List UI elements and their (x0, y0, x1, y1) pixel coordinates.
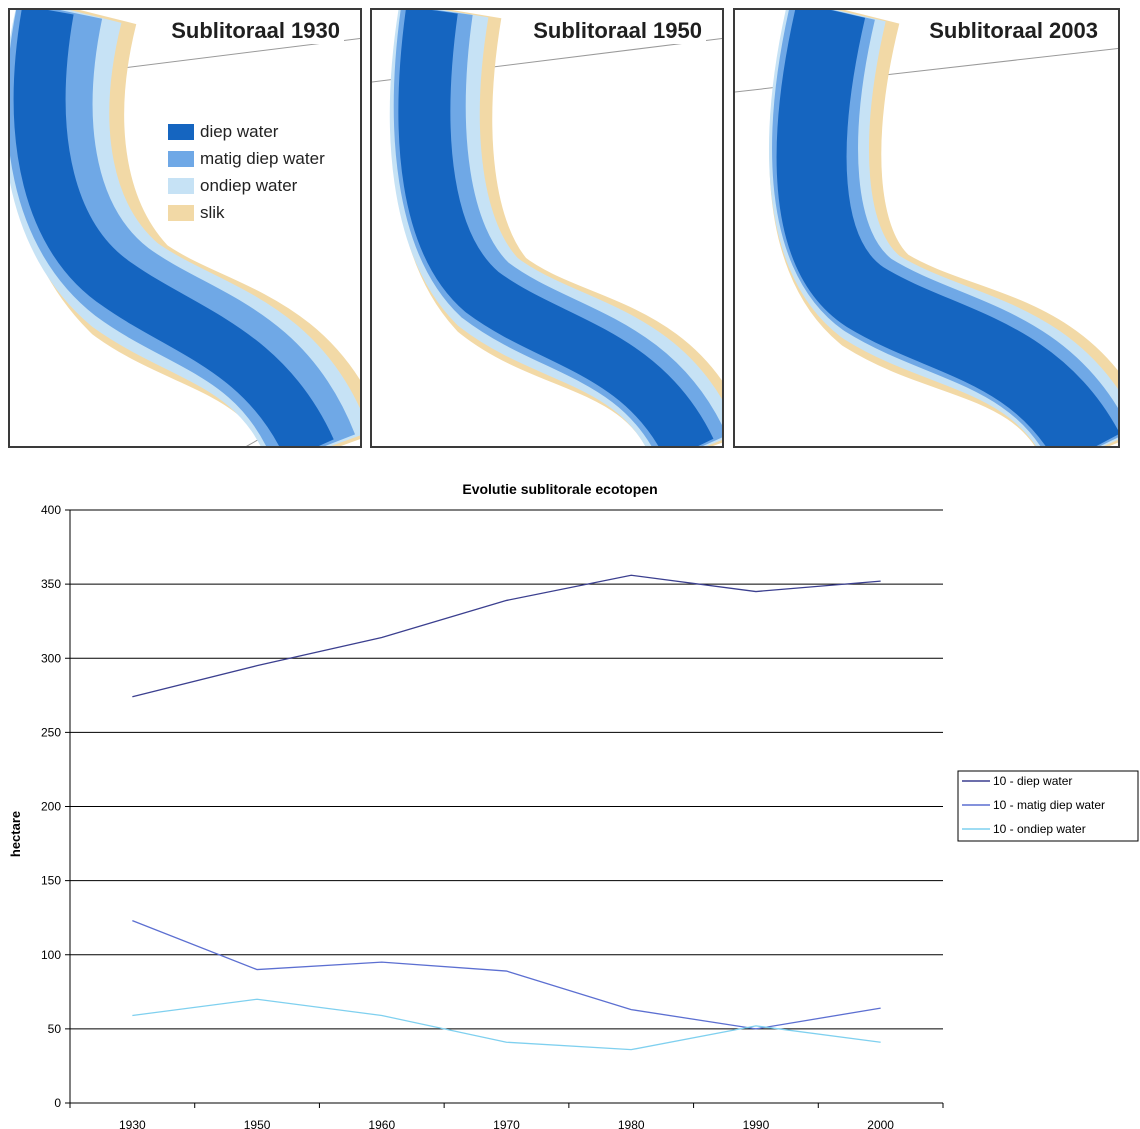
legend-label: 10 - ondiep water (993, 822, 1086, 836)
x-tick-label: 1930 (119, 1118, 146, 1129)
map-title: Sublitoraal 1930 (167, 18, 344, 44)
diep-water-area (398, 10, 714, 446)
legend-label: ondiep water (200, 175, 298, 195)
legend-label: 10 - diep water (993, 774, 1072, 788)
legend-swatch (168, 150, 194, 167)
legend-item-matig-diep-water: matig diep water (168, 145, 325, 172)
diep-water-area (776, 10, 1118, 446)
legend-item-diep-water: diep water (168, 118, 325, 145)
y-tick-label: 350 (41, 577, 61, 591)
x-tick-label: 2000 (867, 1118, 894, 1129)
y-tick-label: 150 (41, 874, 61, 888)
series-line-2 (132, 920, 881, 1030)
y-tick-label: 400 (41, 503, 61, 517)
diep-water-area (13, 10, 334, 446)
grid (70, 509, 943, 1030)
legend-swatch (168, 123, 194, 140)
map-title: Sublitoraal 1950 (529, 18, 706, 44)
legend-item-ondiep-water: ondiep water (168, 172, 325, 199)
series-line-1 (132, 574, 881, 698)
series-line-3 (132, 998, 881, 1051)
y-tick-label: 250 (41, 725, 61, 739)
y-tick-label: 300 (41, 651, 61, 665)
legend-label: diep water (200, 121, 279, 141)
x-tick-label: 1950 (244, 1118, 271, 1129)
line-chart: Evolutie sublitorale ecotopen hectare 0 5… (8, 481, 1139, 1129)
y-tick-label: 50 (48, 1022, 62, 1036)
axes: 0 50 100 150 200 250 300 350 400 1930 1950 1960 1970… (41, 503, 944, 1129)
y-tick-label: 100 (41, 948, 61, 962)
series-lines (132, 574, 881, 1051)
x-tick-label: 1990 (743, 1118, 770, 1129)
y-axis-label: hectare (8, 811, 23, 857)
chart-legend: 10 - diep water 10 - matig diep water 10 -… (957, 770, 1139, 842)
map-legend: diep water matig diep water ondiep water… (168, 118, 325, 226)
y-tick-label: 200 (41, 800, 61, 814)
legend-item-slik: slik (168, 199, 325, 226)
map-panel-1930: Sublitoraal 1930 diep water matig diep w… (8, 8, 362, 448)
chart-title: Evolutie sublitorale ecotopen (462, 481, 657, 497)
river-map-2003 (735, 10, 1118, 446)
legend-label: slik (200, 202, 225, 222)
legend-label: matig diep water (200, 148, 325, 168)
map-panel-2003: Sublitoraal 2003 (733, 8, 1120, 448)
y-tick-label: 0 (54, 1096, 61, 1110)
river-map-1930 (10, 10, 360, 446)
legend-label: 10 - matig diep water (993, 798, 1105, 812)
legend-swatch (168, 177, 194, 194)
river-map-1950 (372, 10, 722, 446)
legend-swatch (168, 204, 194, 221)
map-title: Sublitoraal 2003 (925, 18, 1102, 44)
x-tick-label: 1970 (493, 1118, 520, 1129)
map-panel-1950: Sublitoraal 1950 (370, 8, 724, 448)
x-tick-label: 1980 (618, 1118, 645, 1129)
x-tick-label: 1960 (368, 1118, 395, 1129)
